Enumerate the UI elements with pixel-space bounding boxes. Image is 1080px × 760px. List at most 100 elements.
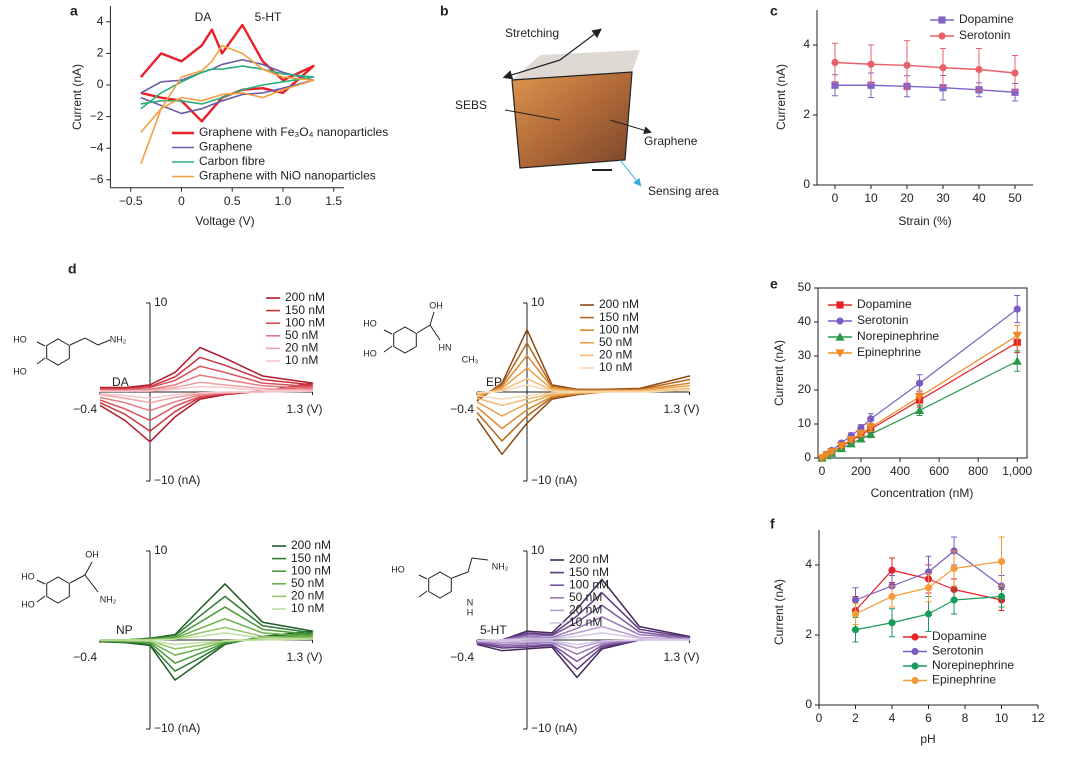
structure-label: H: [467, 607, 474, 617]
series-line: [100, 595, 314, 672]
legend-label: Dopamine: [857, 297, 912, 311]
y-tick-label: −10 (nA): [531, 473, 577, 487]
y-axis-label: Current (nA): [772, 579, 786, 645]
x-tick-label: 20: [900, 191, 914, 205]
stretch-arrow: [502, 59, 561, 80]
structure-label: HO: [363, 348, 377, 358]
x-tick-label: 0: [832, 191, 839, 205]
legend-label: 50 nM: [599, 335, 632, 349]
legend-label: 20 nM: [569, 603, 602, 617]
legend-label: 150 nM: [291, 551, 331, 565]
y-tick-label: −10 (nA): [154, 473, 200, 487]
x-tick-label: 0: [819, 464, 826, 478]
x-tick-label: 800: [968, 464, 988, 478]
marker: [856, 429, 866, 439]
structure-label: N: [467, 597, 474, 607]
legend-label: Norepinephrine: [932, 658, 1014, 672]
structure-label: HO: [391, 564, 405, 574]
y-tick-label: 0: [97, 77, 104, 91]
x-tick-label: 200: [851, 464, 871, 478]
legend-marker: [911, 633, 919, 641]
panel-label: a: [70, 3, 78, 19]
structure-label: HO: [363, 318, 377, 328]
y-tick-label: 10: [154, 295, 168, 309]
marker: [888, 566, 896, 574]
y-axis-label: Current (nA): [774, 64, 788, 130]
legend-label: 10 nM: [569, 615, 602, 629]
series-line: [476, 328, 691, 456]
legend-label: 200 nM: [285, 290, 325, 304]
x-tick-label: 1.5: [325, 194, 342, 208]
marker: [831, 81, 839, 89]
series-line: [476, 625, 691, 649]
x-tick-label: 30: [936, 191, 950, 205]
molecule-bond: [451, 557, 489, 579]
legend-label: 20 nM: [285, 341, 318, 355]
legend-label: 10 nM: [285, 353, 318, 367]
annotation: NP: [116, 623, 133, 637]
molecule-bond: [69, 561, 99, 593]
series-line: [835, 84, 1016, 93]
series-line: [476, 384, 691, 400]
x-tick-label: 4: [889, 711, 896, 725]
y-tick-label: 30: [798, 348, 812, 362]
y-tick-label: 4: [97, 14, 104, 28]
y-tick-label: 10: [531, 543, 545, 557]
legend-marker: [938, 16, 946, 24]
annotation: 5-HT: [255, 10, 282, 24]
x-axis-label: pH: [920, 732, 935, 746]
x-tick-label: 600: [929, 464, 949, 478]
series-line: [476, 632, 691, 646]
image-label: SEBS: [455, 98, 487, 112]
marker: [851, 596, 860, 604]
legend-label: Dopamine: [959, 12, 1014, 26]
image-label: Stretching: [505, 26, 559, 40]
series-line: [100, 617, 314, 656]
structure-label: HN: [439, 342, 452, 352]
series-line: [100, 632, 314, 646]
molecule-bond: [383, 329, 393, 353]
marker: [997, 557, 1006, 566]
molecule-bond: [36, 341, 46, 365]
marker: [846, 436, 856, 445]
series-line: [476, 367, 691, 417]
y-tick-label: −4: [90, 140, 104, 154]
marker: [950, 564, 958, 573]
legend-label: 50 nM: [291, 576, 324, 590]
y-tick-label: 4: [803, 37, 810, 51]
marker: [856, 434, 866, 443]
x-tick-label: 8: [962, 711, 969, 725]
x-tick-label: 0: [178, 194, 185, 208]
marker: [950, 596, 958, 604]
series-line: [99, 346, 314, 443]
marker: [924, 584, 933, 592]
legend-label: Carbon fibre: [199, 154, 265, 168]
y-tick-label: 20: [798, 382, 812, 396]
structure-label: NH₂: [110, 334, 127, 344]
legend-label: Serotonin: [857, 313, 908, 327]
plot-frame: [817, 287, 1028, 459]
x-tick-label: −0.5: [119, 194, 143, 208]
x-tick-label: −0.4: [450, 402, 474, 416]
legend-label: Serotonin: [959, 28, 1010, 42]
sensor-outline: [511, 71, 633, 169]
y-tick-label: 40: [798, 314, 812, 328]
legend-label: 10 nM: [291, 601, 324, 615]
marker: [903, 61, 911, 69]
marker: [939, 64, 947, 72]
x-tick-label: −0.4: [73, 402, 97, 416]
marker: [1012, 332, 1022, 341]
annotation: DA: [112, 375, 129, 389]
x-tick-label: 1.3 (V): [663, 402, 699, 416]
marker: [867, 81, 875, 89]
marker: [822, 451, 832, 460]
x-tick-label: 1.3 (V): [663, 650, 699, 664]
molecule-bond: [36, 579, 46, 603]
structure-label: OH: [85, 549, 99, 559]
x-axis-label: Voltage (V): [195, 214, 254, 228]
marker: [867, 415, 875, 423]
y-tick-label: 0: [804, 450, 811, 464]
y-tick-label: 10: [154, 543, 168, 557]
y-tick-label: 0: [803, 177, 810, 191]
